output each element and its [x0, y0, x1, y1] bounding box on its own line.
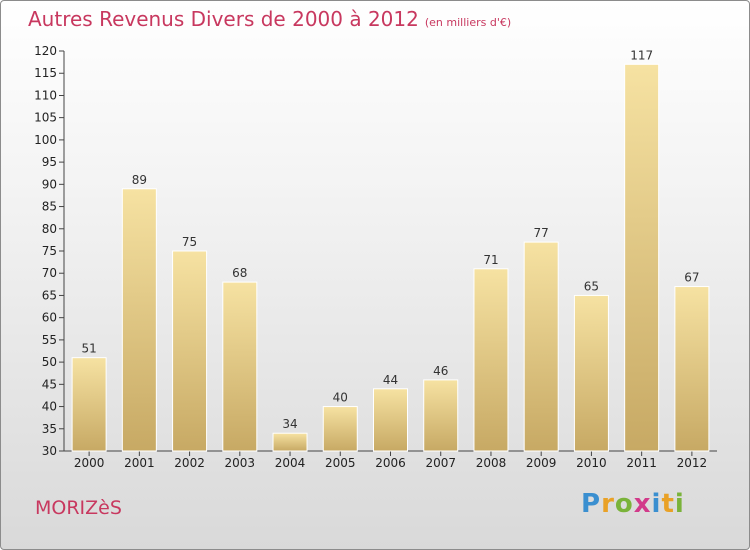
logo-letter: x	[633, 489, 652, 519]
data-label: 89	[132, 173, 147, 187]
x-tick-label: 2007	[425, 456, 456, 470]
y-tick-label: 45	[42, 377, 57, 391]
data-label: 68	[232, 266, 247, 280]
logo-letter: i	[674, 489, 685, 519]
logo-letter: o	[614, 489, 634, 519]
y-tick-label: 90	[42, 177, 57, 191]
bar	[121, 188, 157, 452]
bar	[222, 281, 258, 452]
x-tick-label: 2000	[74, 456, 105, 470]
bar	[423, 379, 459, 452]
y-tick-label: 80	[42, 222, 57, 236]
x-axis: 2000 2001 2002 2003 2004 2005 2006 2007 2008 2009…	[64, 450, 717, 470]
y-tick-label: 120	[34, 44, 57, 58]
bar	[172, 250, 208, 452]
logo-letter: t	[661, 489, 675, 519]
bar	[624, 63, 660, 452]
bars-group: 51 89 75 68 34 40 44 46 71 77 65 117 67	[71, 48, 710, 452]
data-label: 117	[630, 48, 653, 62]
chart-title: Autres Revenus Divers de 2000 à 2012 (en …	[28, 7, 511, 31]
bar	[473, 268, 509, 452]
logo-letter: r	[601, 489, 615, 519]
data-label: 44	[383, 373, 398, 387]
x-tick-label: 2001	[124, 456, 155, 470]
bar	[573, 294, 609, 452]
place-name: MORIZèS	[35, 497, 122, 519]
y-tick-label: 100	[34, 133, 57, 147]
data-label: 75	[182, 235, 197, 249]
data-label: 77	[534, 226, 549, 240]
data-label: 71	[483, 253, 498, 267]
data-label: 46	[433, 364, 448, 378]
data-label: 34	[282, 417, 297, 431]
bar	[674, 286, 710, 452]
bar	[322, 406, 358, 452]
x-tick-label: 2002	[174, 456, 205, 470]
data-label: 65	[584, 279, 599, 293]
x-tick-label: 2008	[476, 456, 507, 470]
y-tick-label: 40	[42, 400, 57, 414]
y-tick-label: 75	[42, 244, 57, 258]
x-tick-label: 2003	[225, 456, 256, 470]
chart-subtitle: (en milliers d'€)	[424, 16, 512, 29]
bar	[523, 241, 559, 452]
proxiti-logo: Proxiti	[581, 489, 685, 519]
x-tick-label: 2010	[576, 456, 607, 470]
y-axis: 30 35 40 45 50 55 60 65 70 75 80 85 90 95 100 105 110 115…	[34, 44, 65, 458]
data-label: 40	[333, 391, 348, 405]
bar	[373, 388, 408, 452]
x-tick-label: 2009	[526, 456, 557, 470]
logo-letter: P	[581, 489, 602, 519]
data-label: 51	[81, 342, 96, 356]
y-tick-label: 65	[42, 288, 57, 302]
y-tick-label: 95	[42, 155, 57, 169]
bar	[272, 432, 308, 452]
y-tick-label: 50	[42, 355, 57, 369]
y-tick-label: 30	[42, 444, 57, 458]
y-tick-label: 115	[34, 66, 57, 80]
y-tick-label: 70	[42, 266, 57, 280]
y-tick-label: 105	[34, 111, 57, 125]
x-tick-label: 2005	[325, 456, 356, 470]
y-tick-label: 55	[42, 333, 57, 347]
y-tick-label: 35	[42, 422, 57, 436]
data-label: 67	[684, 271, 699, 285]
logo-letter: i	[651, 489, 662, 519]
y-tick-label: 85	[42, 200, 57, 214]
x-tick-label: 2006	[375, 456, 406, 470]
bar	[71, 357, 107, 452]
x-tick-label: 2012	[677, 456, 708, 470]
y-tick-label: 60	[42, 311, 57, 325]
x-tick-label: 2011	[626, 456, 657, 470]
y-tick-label: 110	[34, 88, 57, 102]
chart-title-text: Autres Revenus Divers de 2000 à 2012	[28, 7, 419, 31]
x-tick-label: 2004	[275, 456, 306, 470]
